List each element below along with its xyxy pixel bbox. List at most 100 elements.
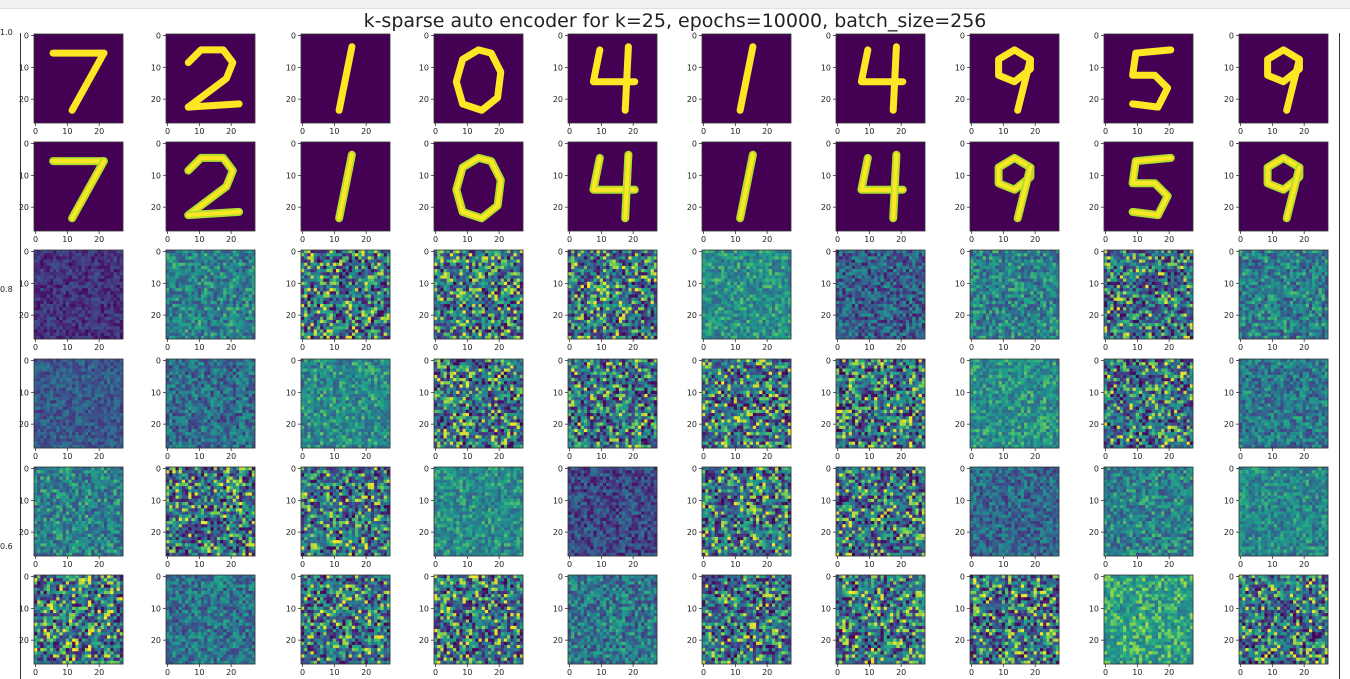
heatmap-cell: [88, 320, 91, 323]
subplot-r1-c8: 010200 10 20: [955, 32, 1059, 136]
heatmap-cell: [53, 298, 56, 301]
heatmap-cell: [517, 269, 520, 272]
heatmap-cell: [242, 266, 245, 269]
heatmap-cell: [352, 323, 355, 326]
heatmap-cell: [88, 269, 91, 272]
heatmap-cell: [466, 291, 469, 294]
heatmap-cell: [320, 288, 323, 291]
heatmap-cell: [355, 263, 358, 266]
heatmap-cell: [37, 282, 40, 285]
heatmap-cell: [517, 279, 520, 282]
heatmap-cell: [488, 314, 491, 317]
heatmap-cell: [453, 253, 456, 256]
heatmap-cell: [185, 301, 188, 304]
heatmap-cell: [342, 272, 345, 275]
heatmap-cell: [182, 282, 185, 285]
heatmap-cell: [456, 279, 459, 282]
heatmap-cell: [182, 253, 185, 256]
heatmap-cell: [434, 253, 437, 256]
heatmap-cell: [597, 263, 600, 266]
heatmap-cell: [47, 323, 50, 326]
heatmap-cell: [198, 329, 201, 332]
heatmap-cell: [447, 263, 450, 266]
heatmap-cell: [204, 285, 207, 288]
y-tick-label: 20: [419, 95, 429, 104]
heatmap-cell: [472, 253, 475, 256]
heatmap-cell: [182, 285, 185, 288]
y-tick-label: 0: [692, 140, 697, 149]
heatmap-cell: [201, 291, 204, 294]
heatmap-cell: [191, 298, 194, 301]
heatmap-cell: [34, 323, 37, 326]
heatmap-cell: [207, 333, 210, 336]
heatmap-cell: [94, 266, 97, 269]
subplot-r2-c3: 010200 10 20: [286, 140, 390, 244]
heatmap-cell: [63, 326, 66, 329]
heatmap-cell: [195, 323, 198, 326]
heatmap-cell: [242, 298, 245, 301]
heatmap-cell: [207, 253, 210, 256]
heatmap-cell: [463, 282, 466, 285]
heatmap-cell: [91, 253, 94, 256]
heatmap-cell: [355, 295, 358, 298]
heatmap-cell: [198, 263, 201, 266]
heatmap-cell: [34, 317, 37, 320]
heatmap-cell: [236, 317, 239, 320]
heatmap-cell: [188, 329, 191, 332]
heatmap-cell: [191, 310, 194, 313]
heatmap-cell: [320, 256, 323, 259]
heatmap-cell: [346, 275, 349, 278]
heatmap-cell: [34, 310, 37, 313]
heatmap-cell: [587, 275, 590, 278]
heatmap-cell: [361, 326, 364, 329]
heatmap-cell: [104, 256, 107, 259]
heatmap-cell: [185, 250, 188, 253]
heatmap-cell: [384, 285, 387, 288]
heatmap-cell: [501, 326, 504, 329]
heatmap-cell: [352, 282, 355, 285]
heatmap-cell: [245, 275, 248, 278]
heatmap-cell: [632, 272, 635, 275]
heatmap-cell: [459, 266, 462, 269]
heatmap-cell: [440, 269, 443, 272]
heatmap-cell: [98, 295, 101, 298]
heatmap-cell: [488, 329, 491, 332]
heatmap-cell: [590, 285, 593, 288]
heatmap-cell: [333, 272, 336, 275]
heatmap-cell: [444, 279, 447, 282]
heatmap-cell: [491, 295, 494, 298]
heatmap-cell: [434, 317, 437, 320]
heatmap-cell: [498, 323, 501, 326]
heatmap-cell: [314, 285, 317, 288]
heatmap-cell: [195, 314, 198, 317]
heatmap-cell: [63, 304, 66, 307]
heatmap-cell: [450, 301, 453, 304]
heatmap-cell: [188, 298, 191, 301]
heatmap-cell: [317, 295, 320, 298]
heatmap-cell: [230, 282, 233, 285]
heatmap-cell: [597, 250, 600, 253]
heatmap-cell: [204, 250, 207, 253]
heatmap-cell: [317, 310, 320, 313]
heatmap-cell: [336, 304, 339, 307]
heatmap-cell: [571, 269, 574, 272]
heatmap-cell: [311, 323, 314, 326]
heatmap-cell: [69, 285, 72, 288]
heatmap-cell: [204, 310, 207, 313]
heatmap-cell: [82, 275, 85, 278]
heatmap-cell: [346, 291, 349, 294]
heatmap-cell: [456, 272, 459, 275]
x-tick-label: 0: [567, 235, 572, 244]
heatmap-cell: [198, 304, 201, 307]
heatmap-cell: [230, 329, 233, 332]
y-tick-label: 0: [424, 32, 429, 41]
heatmap-cell: [101, 260, 104, 263]
heatmap-cell: [79, 266, 82, 269]
heatmap-cell: [44, 266, 47, 269]
heatmap-cell: [513, 279, 516, 282]
heatmap-cell: [590, 250, 593, 253]
heatmap-cell: [69, 263, 72, 266]
heatmap-cell: [79, 329, 82, 332]
x-tick-label: 10: [62, 343, 72, 352]
